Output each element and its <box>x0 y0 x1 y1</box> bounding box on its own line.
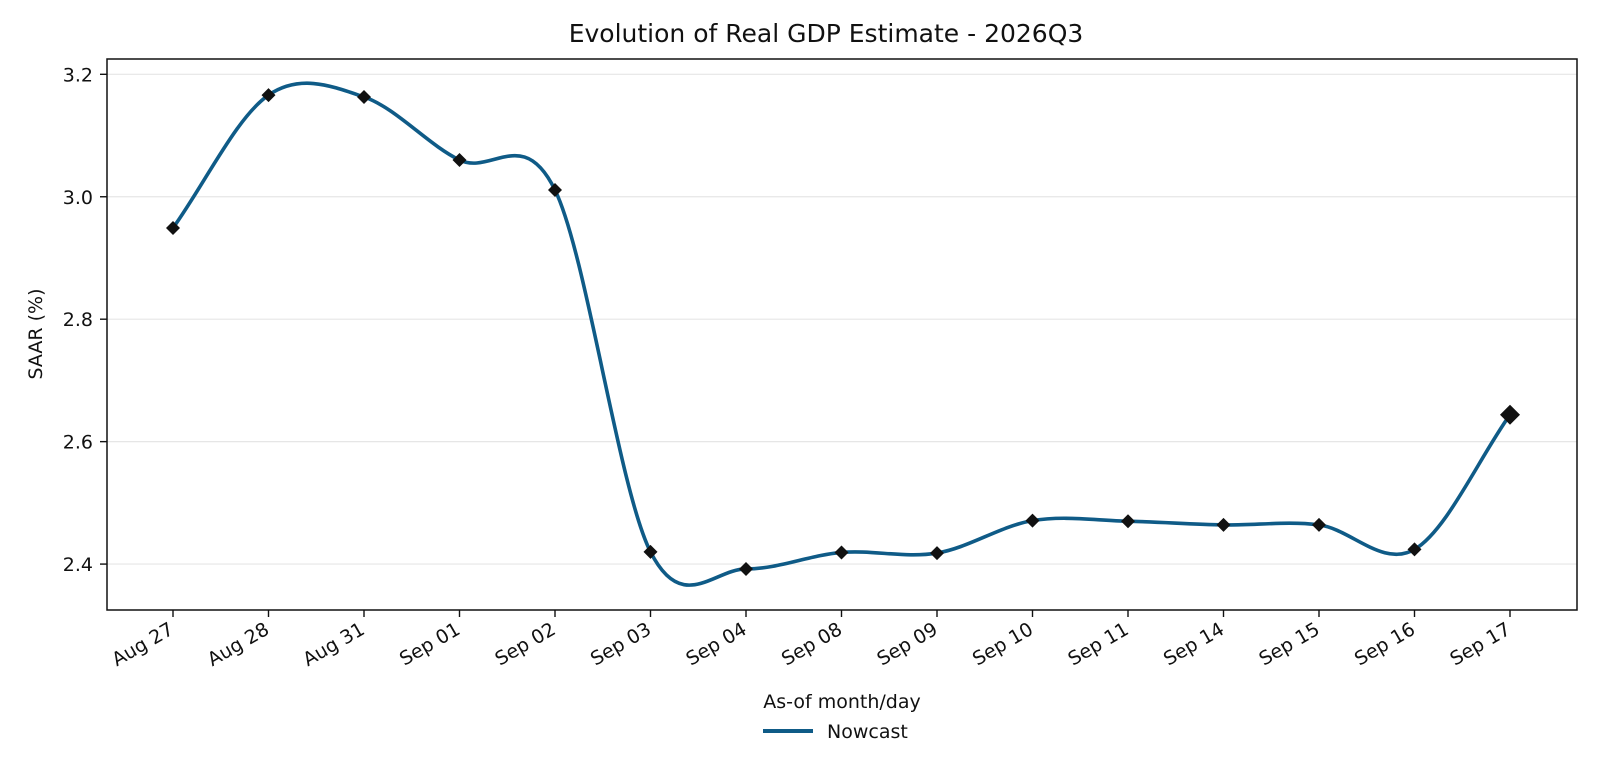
nowcast-marker <box>166 220 180 235</box>
legend-label-nowcast: Nowcast <box>827 721 908 743</box>
nowcast-marker <box>1025 513 1040 528</box>
nowcast-marker <box>261 88 276 103</box>
nowcast-marker <box>452 153 467 168</box>
y-tick-label: 2.6 <box>63 432 93 454</box>
y-tick-label: 3.2 <box>63 64 93 86</box>
chart-title: Evolution of Real GDP Estimate - 2026Q3 <box>569 19 1084 48</box>
legend: Nowcast <box>763 721 908 743</box>
y-axis: 2.4 2.6 2.8 3.0 3.2 <box>63 64 107 576</box>
nowcast-marker <box>1407 542 1422 557</box>
plot-background <box>107 59 1577 610</box>
nowcast-line <box>171 81 1512 587</box>
nowcast-markers <box>166 88 1520 576</box>
nowcast-marker <box>930 546 944 561</box>
y-axis-label: SAAR (%) <box>25 288 47 379</box>
y-tick-label: 3.0 <box>63 187 93 209</box>
grid-lines <box>107 73 1577 565</box>
nowcast-marker <box>1312 517 1326 532</box>
nowcast-marker <box>1216 517 1231 532</box>
y-tick-label: 2.8 <box>63 309 93 331</box>
nowcast-marker <box>1121 514 1135 529</box>
x-axis-label: As-of month/day <box>763 691 920 713</box>
y-tick-label: 2.4 <box>63 554 93 576</box>
nowcast-marker <box>643 544 658 559</box>
nowcast-marker <box>1500 404 1520 425</box>
plot-area <box>106 58 1578 611</box>
nowcast-marker <box>357 89 371 104</box>
nowcast-marker <box>834 545 849 560</box>
nowcast-marker <box>548 183 562 198</box>
nowcast-marker <box>739 561 753 576</box>
